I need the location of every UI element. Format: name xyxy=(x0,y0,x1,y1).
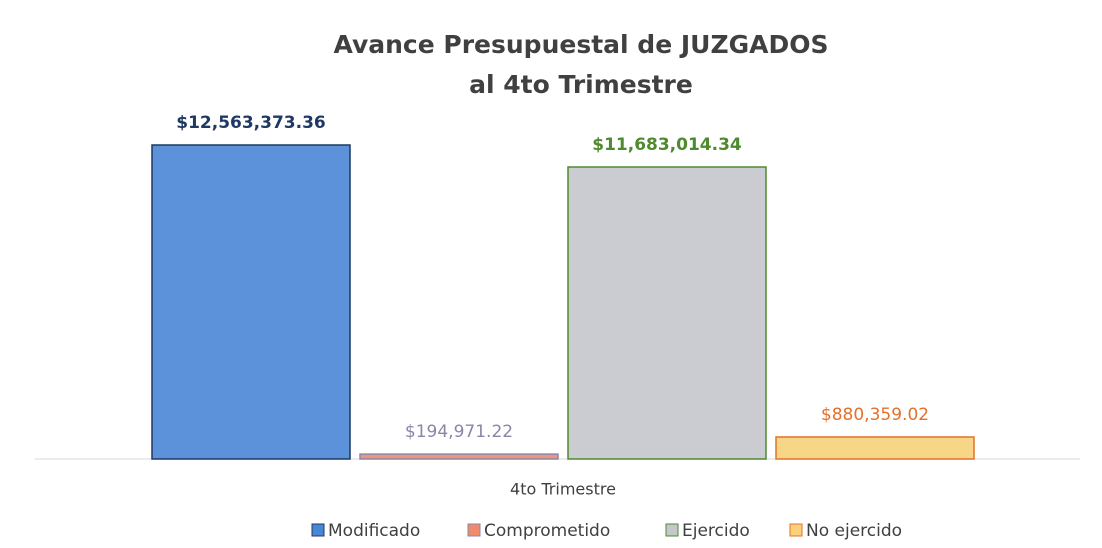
legend-swatch xyxy=(311,523,325,537)
legend-swatch xyxy=(665,523,679,537)
chart-title: al 4to Trimestre xyxy=(469,70,693,99)
bar xyxy=(567,166,767,460)
bar xyxy=(359,453,559,460)
bar xyxy=(151,144,351,460)
data-label: $194,971.22 xyxy=(405,422,513,442)
legend-swatch xyxy=(467,523,481,537)
x-tick-label: 4to Trimestre xyxy=(510,480,616,499)
data-label: $880,359.02 xyxy=(821,405,929,425)
legend-swatch xyxy=(789,523,803,537)
legend-label: Ejercido xyxy=(682,521,750,541)
legend-label: Comprometido xyxy=(484,521,610,541)
data-label: $11,683,014.34 xyxy=(592,135,742,155)
bar xyxy=(775,436,975,460)
legend-label: Modificado xyxy=(328,521,420,541)
chart-title: Avance Presupuestal de JUZGADOS xyxy=(334,30,829,59)
data-label: $12,563,373.36 xyxy=(176,113,326,133)
legend-label: No ejercido xyxy=(806,521,902,541)
